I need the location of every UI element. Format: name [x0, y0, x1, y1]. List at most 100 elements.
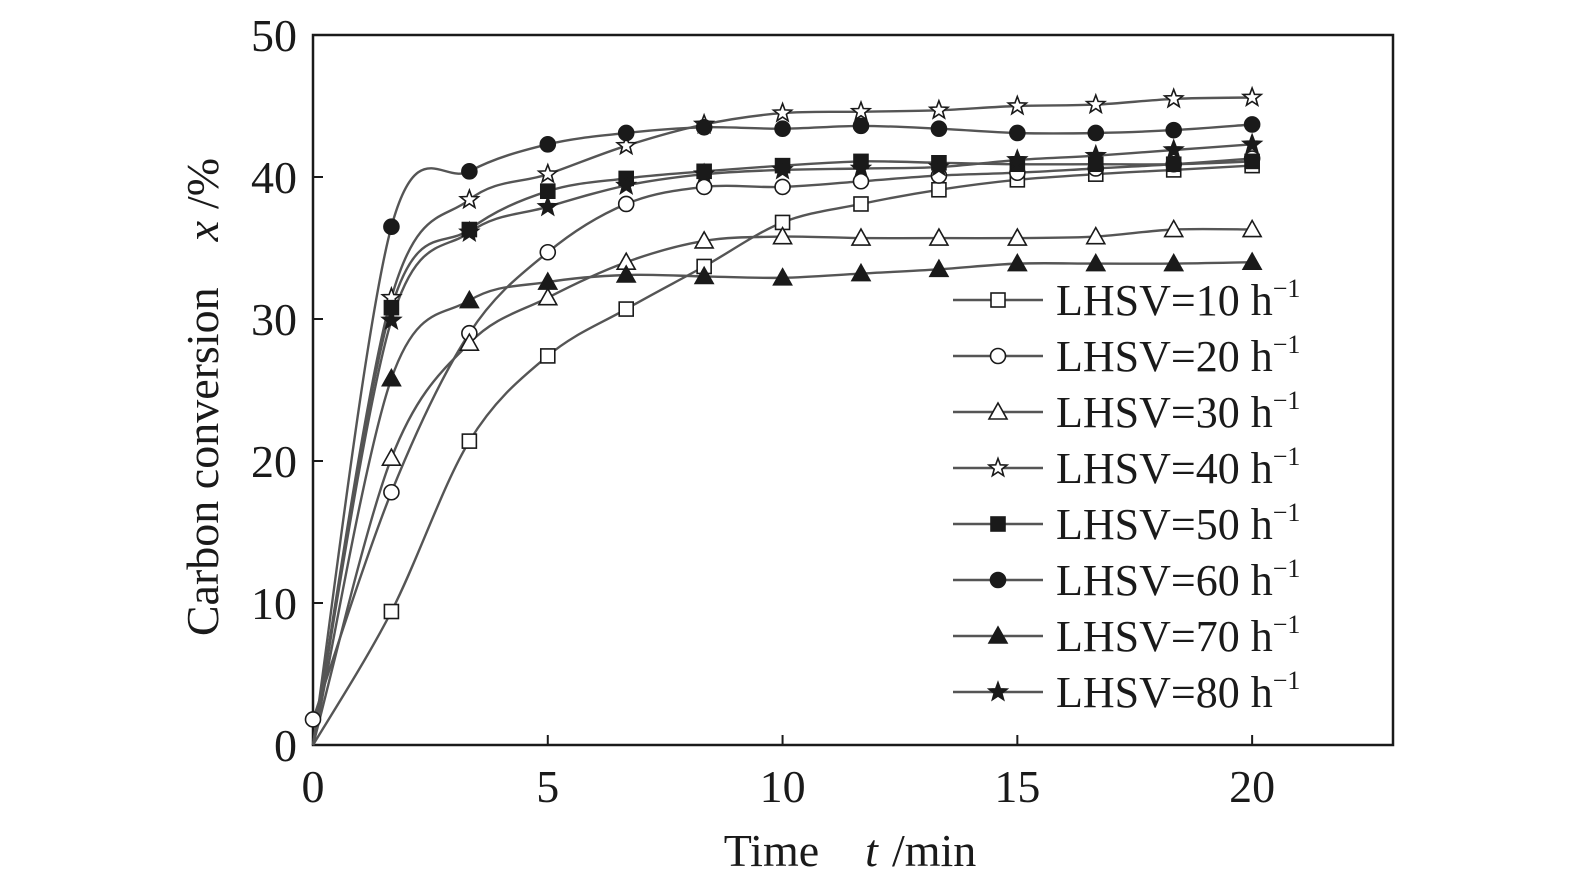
legend-label-text: LHSV=30 h: [1056, 388, 1273, 437]
data-point: [383, 603, 400, 620]
y-tick-label: 40: [251, 152, 297, 203]
data-point: [1240, 132, 1264, 154]
data-point: [693, 230, 715, 249]
legend-marker: [987, 401, 1009, 420]
series-markers-6: [383, 116, 1261, 235]
data-point: [1006, 148, 1029, 170]
data-point: [381, 368, 402, 387]
data-point: [850, 227, 872, 246]
data-point: [849, 99, 873, 122]
data-point: [615, 133, 638, 156]
y-tick-label: 0: [274, 720, 297, 771]
data-point: [539, 136, 557, 153]
x-tick-label: 10: [760, 761, 806, 812]
data-point: [461, 163, 478, 180]
data-point: [772, 267, 793, 286]
data-point: [1243, 116, 1261, 133]
axes-group: 0 5 10 15 20 0 10 20 30 40 50: [251, 10, 1395, 812]
data-point: [1084, 92, 1107, 115]
data-point: [1163, 252, 1185, 272]
y-tick-label: 10: [251, 578, 297, 629]
data-point: [615, 264, 637, 283]
x-axis-title: Time t/min: [724, 825, 977, 876]
legend-item-4: LHSV=40 h−1: [953, 442, 1300, 493]
data-point: [928, 227, 950, 246]
legend-marker: [989, 347, 1007, 365]
x-axis-unit: /min: [892, 825, 976, 876]
legend-marker: [989, 571, 1007, 589]
series-line-2: [311, 157, 1253, 720]
legend-label: LHSV=80 h−1: [1056, 666, 1300, 717]
data-point: [771, 158, 794, 180]
data-point: [774, 178, 791, 196]
data-point: [1006, 94, 1029, 116]
data-point: [1244, 153, 1260, 170]
data-point: [1241, 251, 1263, 271]
legend-label: LHSV=40 h−1: [1056, 442, 1300, 493]
data-point: [1162, 138, 1185, 160]
legend-marker: [990, 292, 1006, 308]
data-point: [930, 120, 948, 138]
data-point: [931, 181, 947, 198]
data-point: [1009, 124, 1026, 142]
y-axis-title-text: Carbon conversion: [177, 287, 228, 636]
data-point: [1084, 143, 1107, 166]
legend-label-superscript: −1: [1273, 666, 1301, 695]
data-point: [618, 301, 635, 317]
data-point: [458, 332, 480, 351]
data-point: [774, 120, 791, 138]
data-point: [304, 711, 322, 728]
legend-label-superscript: −1: [1273, 498, 1301, 527]
legend-item-1: LHSV=10 h−1: [953, 274, 1300, 325]
data-point: [461, 433, 478, 449]
legend-label: LHSV=30 h−1: [1056, 386, 1300, 437]
data-point: [853, 196, 869, 212]
legend-marker: [986, 456, 1010, 478]
data-point: [927, 155, 951, 177]
data-point: [1163, 218, 1185, 238]
legend-label-text: LHSV=80 h: [1056, 668, 1273, 717]
data-point: [383, 218, 400, 235]
data-point: [458, 187, 481, 210]
x-tick-label: 20: [1229, 761, 1275, 812]
series-line-1: [311, 164, 1253, 746]
x-tick-label: 0: [302, 761, 325, 812]
legend-label: LHSV=60 h−1: [1056, 554, 1300, 605]
legend-marker: [987, 625, 1009, 644]
legend-item-2: LHSV=20 h−1: [953, 330, 1300, 381]
data-point: [1241, 218, 1263, 238]
legend-item-8: LHSV=80 h−1: [953, 666, 1300, 717]
data-point: [1087, 124, 1105, 142]
legend-label-text: LHSV=50 h: [1056, 500, 1273, 549]
data-point: [536, 162, 559, 184]
data-point: [617, 124, 635, 142]
data-point: [1165, 156, 1182, 173]
series-line-7: [311, 261, 1253, 746]
data-point: [458, 289, 480, 309]
data-point: [772, 226, 793, 245]
data-point: [615, 173, 638, 196]
legend-marker: [986, 680, 1010, 702]
legend-label-superscript: −1: [1273, 274, 1301, 303]
data-point: [1006, 252, 1028, 272]
legend-label-superscript: −1: [1273, 386, 1301, 415]
legend-label-text: LHSV=70 h: [1056, 612, 1273, 661]
legend-label: LHSV=50 h−1: [1056, 498, 1300, 549]
data-point: [539, 243, 557, 261]
data-point: [852, 172, 870, 190]
legend-label: LHSV=10 h−1: [1056, 274, 1300, 325]
data-point: [927, 98, 951, 120]
series-markers-4: [380, 85, 1264, 308]
y-tick-label: 50: [251, 10, 297, 61]
series-markers-8: [380, 132, 1264, 330]
data-point: [849, 156, 873, 179]
data-point: [852, 117, 870, 135]
x-axis-title-text: Time: [724, 825, 819, 876]
legend-label: LHSV=70 h−1: [1056, 610, 1300, 661]
axis-titles-group: Time t/min Carbon conversion x /%: [177, 158, 976, 876]
legend-label-text: LHSV=10 h: [1056, 276, 1273, 325]
data-point: [695, 178, 713, 196]
data-point: [850, 262, 872, 282]
y-axis-variable: x: [177, 220, 228, 242]
